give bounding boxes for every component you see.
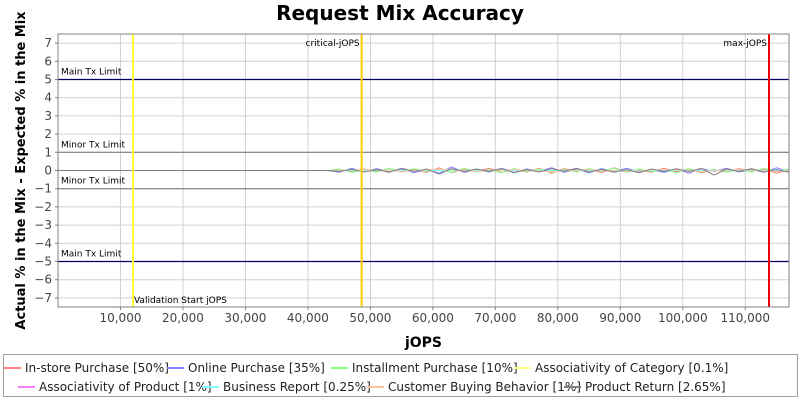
y-tick-label: −4: [34, 236, 52, 250]
legend-label: Associativity of Product [1%]: [39, 380, 212, 394]
y-tick-label: −7: [34, 291, 52, 305]
legend: In-store Purchase [50%] Online Purchase […: [3, 354, 798, 397]
y-tick-label: 7: [44, 36, 52, 50]
legend-swatch: [367, 386, 384, 388]
x-tick-label: 10,000: [99, 311, 141, 325]
legend-item: Associativity of Category [0.1%]: [514, 361, 728, 375]
legend-item: Associativity of Product [1%]: [18, 380, 212, 394]
marker-line-label: critical-jOPS: [306, 39, 360, 49]
y-tick-label: 1: [44, 145, 52, 159]
y-tick-label: 6: [44, 54, 52, 68]
legend-item: Product Return [2.65%]: [564, 380, 726, 394]
legend-swatch: [4, 367, 21, 369]
x-tick-label: 40,000: [287, 311, 329, 325]
legend-label: Product Return [2.65%]: [585, 380, 726, 394]
legend-label: Associativity of Category [0.1%]: [535, 361, 729, 375]
legend-item: Customer Buying Behavior [1%]: [367, 380, 581, 394]
y-tick-label: −6: [34, 273, 52, 287]
x-tick-label: 90,000: [599, 311, 641, 325]
legend-label: Installment Purchase [10%]: [352, 361, 518, 375]
y-tick-label: 5: [44, 73, 52, 87]
legend-label: Customer Buying Behavior [1%]: [388, 380, 581, 394]
x-axis-title: jOPS: [404, 335, 442, 351]
legend-label: Business Report [0.25%]: [223, 380, 371, 394]
limit-line-label: Minor Tx Limit: [61, 140, 126, 150]
plot-svg: Main Tx Limit Minor Tx Limit Minor Tx Limi…: [14, 11, 790, 351]
legend-swatch: [331, 367, 348, 369]
legend-item: In-store Purchase [50%]: [4, 361, 169, 375]
marker-line-label: max-jOPS: [723, 39, 767, 49]
legend-swatch: [167, 367, 184, 369]
x-tick-label: 80,000: [537, 311, 579, 325]
legend-item: Online Purchase [35%]: [167, 361, 325, 375]
legend-swatch: [202, 386, 219, 388]
x-tick-label: 110,000: [720, 311, 770, 325]
legend-item: Installment Purchase [10%]: [331, 361, 518, 375]
x-tick-label: 60,000: [412, 311, 454, 325]
legend-label: Online Purchase [35%]: [188, 361, 325, 375]
x-tick-label: 70,000: [474, 311, 516, 325]
limit-line-label: Minor Tx Limit: [61, 177, 126, 187]
y-tick-label: 4: [44, 91, 52, 105]
y-tick-label: 2: [44, 127, 52, 141]
y-tick-label: 3: [44, 109, 52, 123]
legend-swatch: [514, 367, 531, 369]
y-axis-title: Actual % in the Mix - Expected % in the …: [14, 11, 29, 330]
series-line: [58, 168, 790, 173]
limit-line-label: Main Tx Limit: [61, 250, 122, 260]
series-line: [58, 167, 790, 176]
legend-swatch: [18, 386, 35, 388]
legend-label: In-store Purchase [50%]: [25, 361, 169, 375]
y-tick-label: −3: [34, 218, 52, 232]
limit-line-label: Main Tx Limit: [61, 68, 122, 78]
legend-swatch: [564, 386, 581, 388]
y-tick-label: −5: [34, 255, 52, 269]
x-tick-label: 30,000: [224, 311, 266, 325]
y-tick-label: −1: [34, 182, 52, 196]
y-tick-label: 0: [44, 164, 52, 178]
x-tick-label: 20,000: [162, 311, 204, 325]
x-tick-label: 100,000: [658, 311, 708, 325]
x-tick-label: 50,000: [349, 311, 391, 325]
chart-title: Request Mix Accuracy: [276, 1, 524, 25]
legend-item: Business Report [0.25%]: [202, 380, 371, 394]
y-tick-label: −2: [34, 200, 52, 214]
marker-line-label: Validation Start jOPS: [134, 296, 227, 306]
